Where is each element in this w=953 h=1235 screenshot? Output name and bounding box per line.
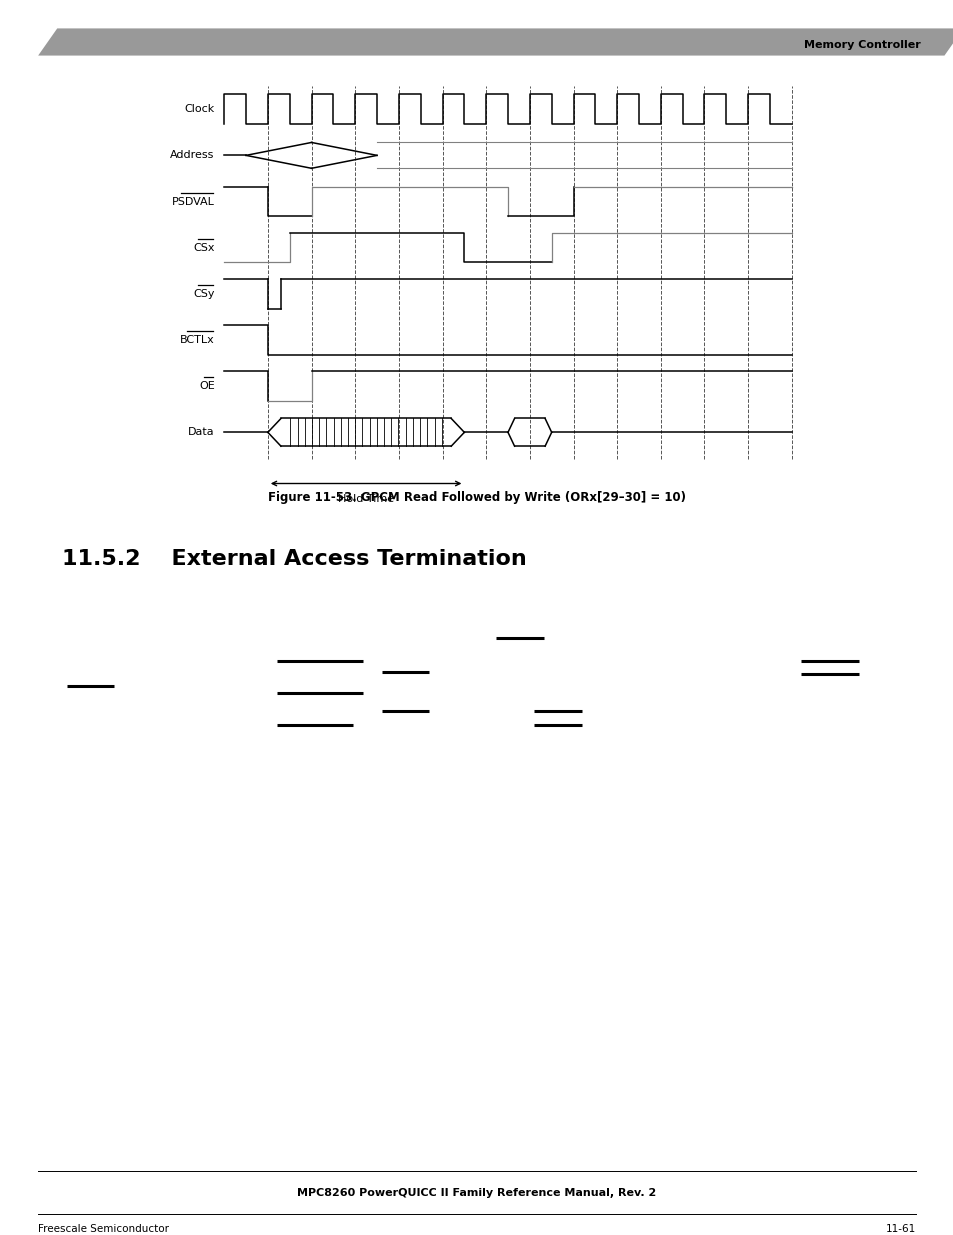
Text: Hold Time: Hold Time bbox=[337, 494, 394, 504]
Polygon shape bbox=[38, 28, 953, 56]
Text: MPC8260 PowerQUICC II Family Reference Manual, Rev. 2: MPC8260 PowerQUICC II Family Reference M… bbox=[297, 1188, 656, 1198]
Text: Figure 11-53. GPCM Read Followed by Write (ORx[29–30] = 10): Figure 11-53. GPCM Read Followed by Writ… bbox=[268, 492, 685, 504]
Text: CSx: CSx bbox=[193, 243, 214, 253]
Text: Data: Data bbox=[188, 427, 214, 437]
Text: OE: OE bbox=[198, 382, 214, 391]
Text: BCTLx: BCTLx bbox=[180, 335, 214, 345]
Text: Freescale Semiconductor: Freescale Semiconductor bbox=[38, 1224, 169, 1234]
Text: Memory Controller: Memory Controller bbox=[803, 41, 920, 51]
Text: 11-61: 11-61 bbox=[884, 1224, 915, 1234]
Text: Clock: Clock bbox=[184, 104, 214, 114]
Text: CSy: CSy bbox=[193, 289, 214, 299]
Text: 11.5.2    External Access Termination: 11.5.2 External Access Termination bbox=[62, 548, 526, 569]
Text: PSDVAL: PSDVAL bbox=[172, 196, 214, 206]
Text: Address: Address bbox=[170, 151, 214, 161]
